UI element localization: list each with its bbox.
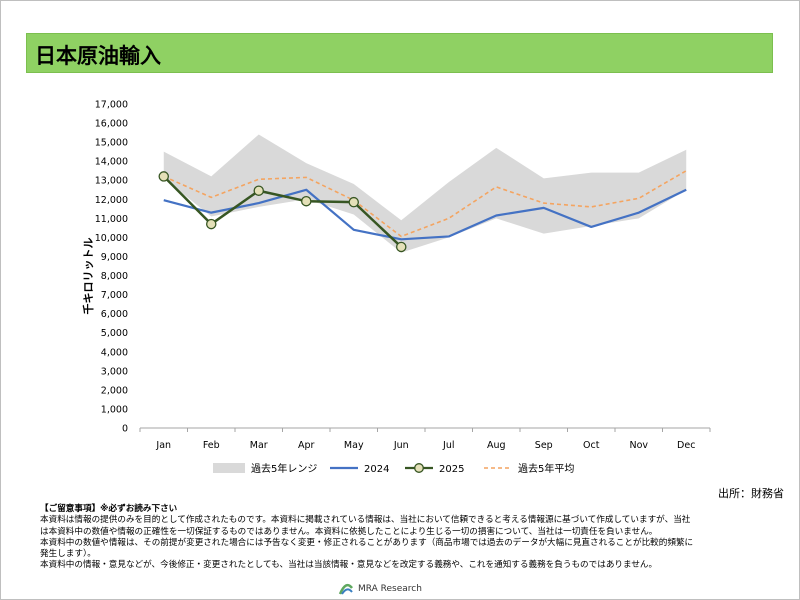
- y-tick-label: 4,000: [101, 347, 128, 358]
- logo-mark-icon: [338, 583, 353, 595]
- disclaimer-line: は本資料中の数値や情報の正確性を一切保証するものではありません。本資料に依拠した…: [40, 526, 658, 537]
- series-point-2025: [158, 171, 169, 182]
- series-point-2025: [395, 241, 407, 253]
- range-band: [163, 134, 687, 253]
- y-tick-label: 8,000: [101, 271, 128, 282]
- series-point-2025: [253, 185, 264, 196]
- disclaimer-notes: 【ご留意事項】※必ずお読み下さい 本資料は情報の提供のみを目的として作成されたも…: [40, 504, 770, 572]
- y-tick-label: 2,000: [101, 385, 128, 396]
- series-point-2025: [348, 196, 359, 208]
- legend-label: 2025: [439, 464, 464, 475]
- legend-label: 過去5年平均: [518, 462, 574, 475]
- disclaimer-line: 本資料は情報の提供のみを目的として作成されたものです。本資料に掲載されている情報…: [40, 515, 691, 526]
- y-tick-label: 16,000: [95, 119, 128, 130]
- series-line-2024: [163, 188, 687, 241]
- company-logo: MRA Research: [338, 582, 422, 596]
- page-title: 日本原油輸入: [35, 44, 161, 68]
- line-chart: 0 1,000 2,000 3,000 4,000 5,000 6,000 7,000 8,00…: [81, 100, 711, 475]
- disclaimer-line: 本資料中の数値や情報は、その前提が変更された場合には予告なく変更・修正されること…: [40, 537, 694, 548]
- x-tick-label: Sep: [535, 440, 553, 451]
- disclaimer-line: 発生します）。: [40, 549, 96, 560]
- title-banner: 日本原油輸入: [26, 33, 773, 73]
- y-tick-label: 12,000: [95, 195, 128, 206]
- x-tick-label: Oct: [583, 440, 600, 451]
- disclaimer-line: 本資料中の情報・意見などが、今後修正・変更されたとしても、当社は当該情報・意見な…: [40, 560, 658, 571]
- y-tick-label: 3,000: [101, 366, 128, 377]
- y-tick-label: 7,000: [101, 290, 128, 301]
- x-tick-label: Dec: [677, 440, 695, 451]
- y-axis-label: 千キロリットル: [81, 238, 95, 315]
- x-tick-label: Jul: [442, 440, 454, 451]
- series-point-2025: [205, 218, 217, 230]
- y-tick-label: 11,000: [95, 214, 128, 225]
- legend-swatch-range: [213, 463, 245, 473]
- x-tick-label: May: [344, 440, 364, 451]
- y-tick-label: 6,000: [101, 309, 128, 320]
- y-tick-label: 10,000: [95, 233, 128, 244]
- x-tick-label: Mar: [250, 440, 268, 451]
- x-tick-label: Nov: [629, 440, 648, 451]
- y-tick-label: 17,000: [95, 100, 128, 111]
- legend-marker-2025: [414, 463, 424, 473]
- x-tick-label: Apr: [298, 440, 315, 451]
- x-tick-label: Jun: [393, 440, 409, 451]
- x-tick-label: Feb: [203, 440, 220, 451]
- series-line-過去5年平均: [163, 170, 687, 238]
- x-tick-label: Aug: [487, 440, 506, 451]
- legend-label: 過去5年レンジ: [251, 462, 317, 475]
- series-point-2025: [300, 195, 312, 207]
- y-tick-label: 5,000: [101, 328, 128, 339]
- logo-text: MRA Research: [358, 584, 422, 594]
- y-tick-label: 14,000: [95, 157, 128, 168]
- y-tick-label: 9,000: [101, 252, 128, 263]
- x-tick-label: Jan: [155, 440, 171, 451]
- y-tick-label: 0: [122, 424, 128, 435]
- y-tick-label: 1,000: [101, 404, 128, 415]
- y-tick-label: 13,000: [95, 176, 128, 187]
- y-tick-label: 15,000: [95, 138, 128, 149]
- disclaimer-heading: 【ご留意事項】※必ずお読み下さい: [40, 504, 178, 514]
- legend-label: 2024: [364, 464, 389, 475]
- series-line-2025: [162, 175, 403, 248]
- source-label: 出所：財務省: [718, 487, 784, 500]
